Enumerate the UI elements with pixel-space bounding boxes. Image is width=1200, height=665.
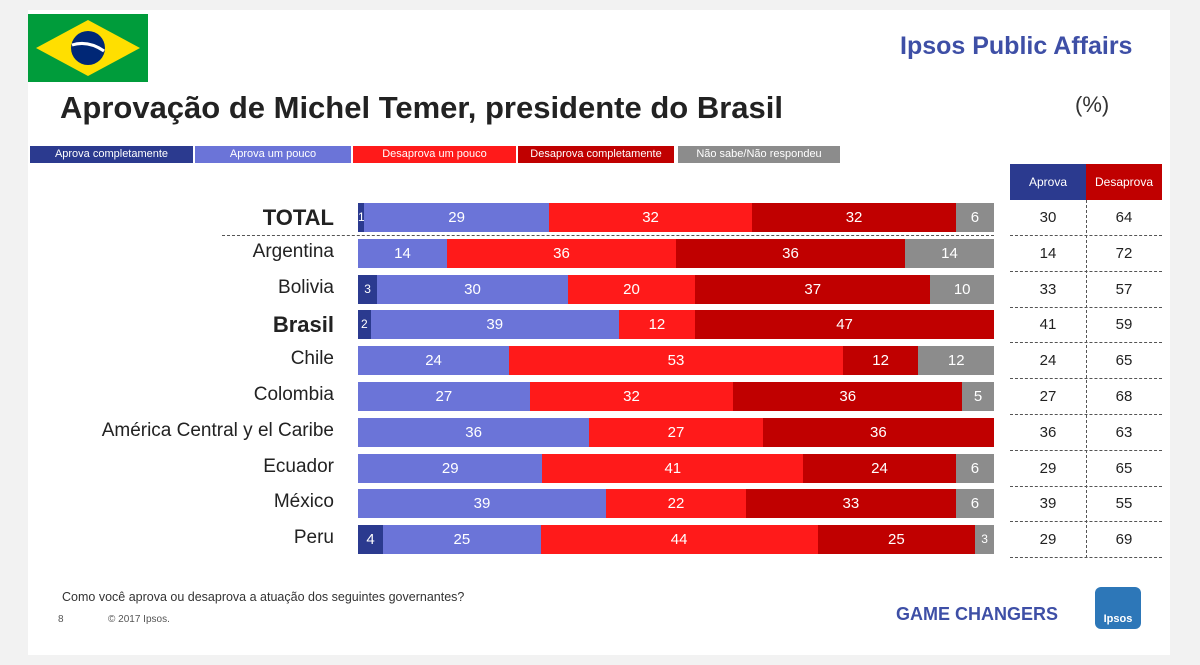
bar-segment: 32: [529, 382, 734, 411]
bar-segment: 12: [842, 346, 919, 376]
logo-text: Ipsos: [1103, 613, 1133, 625]
bar-segment: 10: [930, 274, 994, 304]
bar-segment: 6: [955, 453, 994, 483]
legend-item: Aprova um pouco: [195, 146, 351, 163]
desaprova-value: 69: [1115, 531, 1133, 549]
bar-segment: 4: [358, 525, 384, 555]
bar-segment: 3: [975, 525, 994, 555]
bar-segment: 12: [918, 346, 994, 376]
bar-segment: 2: [358, 310, 371, 340]
desaprova-value: 65: [1115, 459, 1133, 477]
bar-segment: 25: [383, 525, 541, 555]
desaprova-value: 65: [1115, 352, 1133, 370]
desaprova-value: 64: [1115, 209, 1133, 226]
bar-segment: 36: [733, 382, 963, 411]
bar-segment: 39: [358, 489, 607, 519]
bar-segment: 53: [509, 346, 843, 376]
bar-segment: 41: [542, 453, 804, 483]
desaprova-value: 59: [1115, 316, 1133, 334]
category-label: América Central y el Caribe: [101, 419, 334, 441]
page-title: Aprovação de Michel Temer, presidente do…: [60, 90, 783, 125]
category-label: México: [273, 491, 334, 513]
category-label: Chile: [290, 348, 334, 370]
survey-question: Como você aprova ou desaprova a atuação …: [62, 590, 465, 604]
bar-segment: 6: [955, 489, 994, 519]
bar-segment: 24: [803, 453, 956, 483]
bar-segment: 36: [447, 238, 676, 268]
legend-item: Desaprova um pouco: [353, 146, 516, 163]
desaprova-value: 55: [1115, 495, 1133, 513]
desaprova-value: 68: [1115, 388, 1133, 405]
desaprova-value: 63: [1115, 423, 1133, 441]
legend-item: Não sabe/Não respondeu: [678, 146, 840, 163]
aprova-value: 14: [1039, 244, 1057, 262]
bar-segment: 27: [358, 382, 530, 411]
category-label: Colombia: [253, 384, 334, 405]
bar-segment: 47: [695, 310, 994, 340]
bar-segment: 1: [358, 203, 365, 232]
aprova-value: 29: [1039, 459, 1057, 477]
aprova-header: Aprova: [1010, 164, 1086, 200]
bar-segment: 39: [370, 310, 619, 340]
aprova-value: 39: [1039, 495, 1057, 513]
tagline: GAME CHANGERS: [896, 604, 1059, 624]
legend-item: Desaprova completamente: [518, 146, 674, 163]
bar-segment: 36: [358, 417, 590, 447]
category-label: TOTAL: [262, 205, 334, 230]
legend-item: Aprova completamente: [30, 146, 193, 163]
page-number: 8: [58, 614, 64, 625]
aprova-value: 36: [1039, 423, 1057, 441]
brand-name: Ipsos Public Affairs: [900, 32, 1133, 60]
copyright: © 2017 Ipsos.: [108, 614, 170, 625]
category-label: Peru: [293, 527, 334, 549]
bar-segment: 29: [358, 453, 543, 483]
bar-segment: 32: [548, 203, 753, 232]
total-separator: [222, 235, 994, 236]
bar-segment: 6: [955, 203, 994, 232]
bar-segment: 12: [618, 310, 696, 340]
desaprova-value: 57: [1115, 280, 1133, 298]
aprova-value: 27: [1039, 388, 1057, 405]
bar-segment: 3: [358, 274, 378, 304]
bar-segment: 20: [567, 274, 696, 304]
bar-segment: 33: [745, 489, 956, 519]
aprova-value: 41: [1039, 316, 1057, 334]
bar-segment: 24: [358, 346, 510, 376]
desaprova-value: 72: [1115, 244, 1133, 262]
aprova-value: 30: [1039, 209, 1057, 226]
category-label: Argentina: [252, 240, 334, 262]
aprova-value: 33: [1039, 280, 1057, 298]
category-label: Brasil: [272, 312, 334, 338]
bar-segment: 36: [762, 417, 994, 447]
bar-segment: 14: [358, 238, 448, 268]
bar-segment: 5: [962, 382, 994, 411]
category-label: Ecuador: [263, 455, 334, 477]
brazil-flag-icon: [28, 14, 148, 82]
desaprova-header: Desaprova: [1086, 164, 1162, 200]
bar-segment: 29: [364, 203, 549, 232]
table-column-divider: [1086, 200, 1087, 558]
aprova-value: 24: [1039, 352, 1057, 370]
bar-segment: 25: [817, 525, 976, 555]
aprova-value: 29: [1039, 531, 1057, 549]
bar-segment: 14: [904, 238, 994, 268]
ipsos-logo: Ipsos: [1095, 587, 1141, 629]
bar-segment: 37: [695, 274, 931, 304]
bar-segment: 32: [752, 203, 956, 232]
bar-segment: 44: [540, 525, 818, 555]
bar-segment: 27: [589, 417, 763, 447]
category-label: Bolivia: [278, 276, 334, 298]
bar-segment: 30: [377, 274, 568, 304]
bar-segment: 36: [676, 238, 905, 268]
unit-label: (%): [1075, 92, 1110, 117]
bar-segment: 22: [606, 489, 746, 519]
